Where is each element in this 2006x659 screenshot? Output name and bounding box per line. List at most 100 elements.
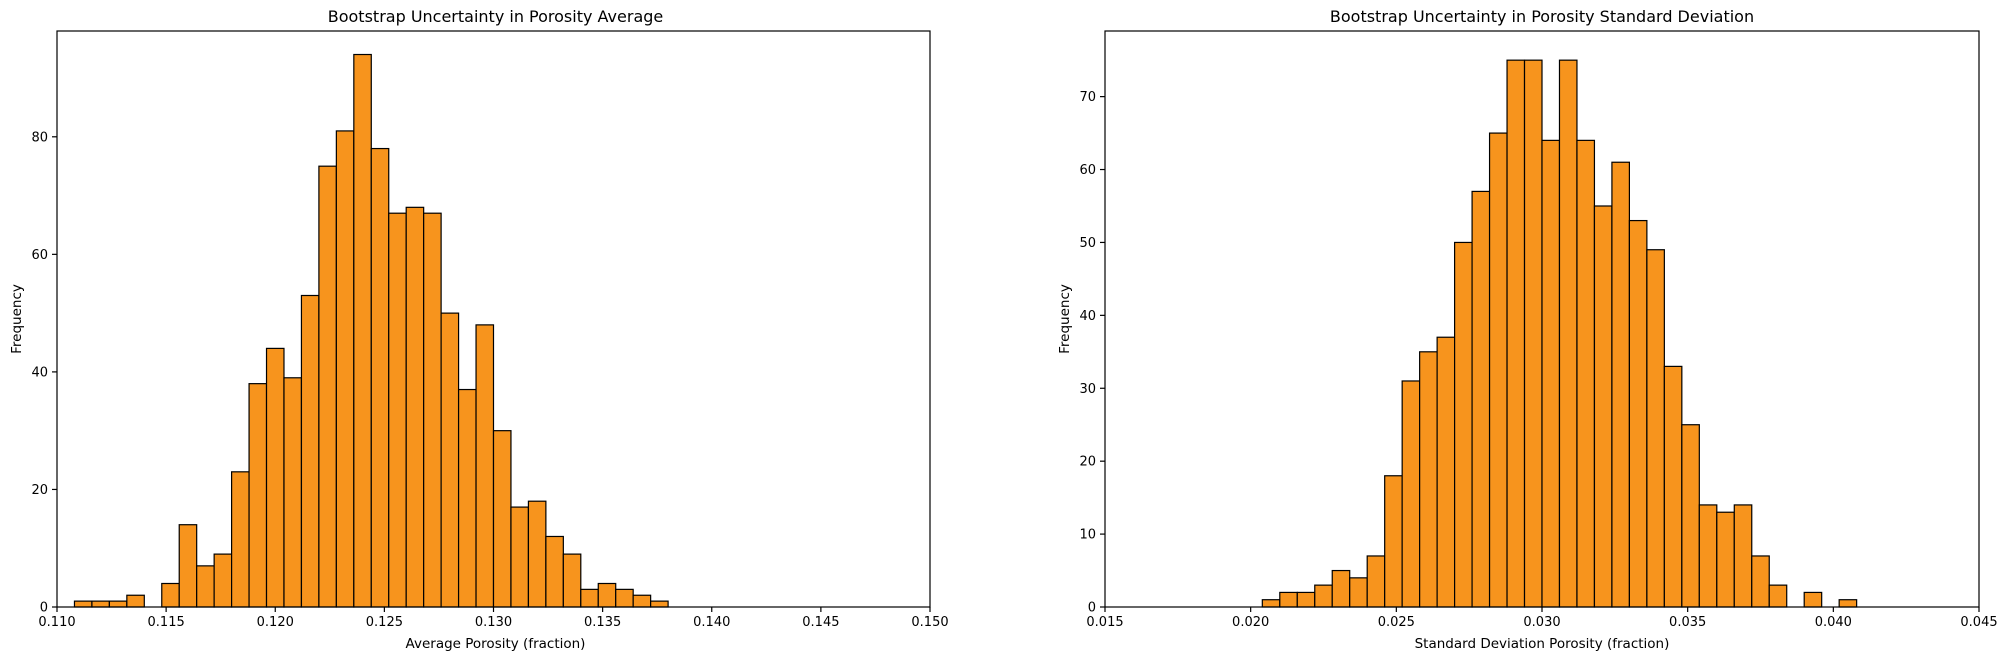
histogram-porosity-std-dev: Bootstrap Uncertainty in Porosity Standa… xyxy=(1057,7,1998,652)
x-tick-label: 0.035 xyxy=(1669,615,1706,630)
histogram-bar xyxy=(231,471,250,608)
histogram-bar xyxy=(650,600,669,608)
histogram-bar xyxy=(527,500,547,608)
histogram-bar xyxy=(91,600,110,608)
y-tick-label: 0 xyxy=(40,601,48,616)
histogram-bar xyxy=(405,206,425,608)
histogram-bar xyxy=(213,553,233,608)
histogram-bar xyxy=(1401,380,1421,608)
x-tick-label: 0.110 xyxy=(38,615,75,630)
y-axis-label: Frequency xyxy=(1057,284,1073,354)
histogram-bar xyxy=(1803,591,1823,608)
y-tick-label: 30 xyxy=(1079,382,1096,397)
x-tick-label: 0.135 xyxy=(584,615,621,630)
histogram-bar xyxy=(1733,504,1753,608)
histogram-bar xyxy=(510,506,530,608)
histogram-bar xyxy=(1349,577,1368,608)
histogram-bar xyxy=(178,524,198,608)
x-tick-label: 0.045 xyxy=(1960,615,1997,630)
histogram-bar xyxy=(597,582,617,608)
histogram-bar xyxy=(1436,336,1456,608)
histogram-bar xyxy=(1838,599,1858,608)
x-tick-label: 0.020 xyxy=(1232,615,1269,630)
y-tick-label: 50 xyxy=(1079,236,1096,251)
histogram-bar xyxy=(492,430,512,608)
histogram-bar xyxy=(1384,475,1403,608)
y-tick-label: 20 xyxy=(31,483,48,498)
histogram-bar xyxy=(1716,511,1735,608)
bars xyxy=(73,53,669,608)
histogram-bar xyxy=(1261,599,1281,608)
histogram-bar xyxy=(1314,584,1333,608)
histogram-bar xyxy=(562,553,582,608)
y-axis-ticks: 0 20 40 60 80 xyxy=(31,130,57,616)
histogram-bar xyxy=(423,212,442,608)
histogram-bar xyxy=(1663,365,1683,608)
histogram-bar xyxy=(1296,591,1316,608)
histogram-bar xyxy=(1523,59,1543,608)
histogram-bar xyxy=(248,383,268,608)
histogram-bar xyxy=(1751,555,1770,608)
plot-frame xyxy=(1104,30,1980,608)
bars xyxy=(1261,59,1858,608)
histogram-bar xyxy=(1366,555,1386,608)
histogram-bar xyxy=(265,347,285,608)
histogram-bar xyxy=(1488,132,1508,608)
histogram-bar xyxy=(440,312,460,608)
histogram-bar xyxy=(1419,351,1438,608)
chart-title: Bootstrap Uncertainty in Porosity Standa… xyxy=(1330,7,1754,26)
histogram-bar xyxy=(126,594,145,608)
histogram-bar xyxy=(1541,139,1561,608)
y-tick-label: 60 xyxy=(1079,163,1096,178)
y-tick-label: 40 xyxy=(31,365,48,380)
histogram-bar xyxy=(632,594,652,608)
histogram-bar xyxy=(1453,241,1473,608)
histogram-bar xyxy=(388,212,407,608)
y-axis-label: Frequency xyxy=(9,284,25,354)
y-axis-ticks: 0 10 20 30 40 50 60 70 xyxy=(1079,90,1105,616)
histogram-bar xyxy=(300,294,320,608)
histogram-bar xyxy=(161,582,180,608)
histogram-bar xyxy=(1471,190,1491,608)
histogram-porosity-average: Bootstrap Uncertainty in Porosity Averag… xyxy=(9,7,949,652)
x-tick-label: 0.145 xyxy=(802,615,839,630)
histogram-bar xyxy=(1506,59,1526,608)
y-tick-label: 70 xyxy=(1079,90,1096,105)
histogram-bar xyxy=(1558,59,1578,608)
histogram-bar xyxy=(457,388,477,608)
x-tick-label: 0.015 xyxy=(1086,615,1123,630)
x-tick-label: 0.120 xyxy=(257,615,294,630)
x-tick-label: 0.150 xyxy=(911,615,948,630)
histogram-bar xyxy=(545,535,564,608)
histogram-bar xyxy=(580,588,599,608)
x-tick-label: 0.130 xyxy=(475,615,512,630)
histogram-bar xyxy=(1628,219,1648,608)
x-axis-ticks: 0.015 0.020 0.025 0.030 0.035 0.040 0.045 xyxy=(1086,607,1998,630)
histogram-bar xyxy=(335,130,355,608)
x-tick-label: 0.125 xyxy=(366,615,403,630)
x-tick-label: 0.025 xyxy=(1378,615,1415,630)
histogram-bar xyxy=(1768,584,1788,608)
x-axis-label: Standard Deviation Porosity (fraction) xyxy=(1415,636,1670,652)
x-tick-label: 0.115 xyxy=(148,615,185,630)
y-tick-label: 10 xyxy=(1079,528,1096,543)
x-axis-label: Average Porosity (fraction) xyxy=(406,636,586,652)
histogram-bar xyxy=(1681,424,1700,608)
histogram-bar xyxy=(1646,249,1665,608)
y-tick-label: 60 xyxy=(31,248,48,263)
y-tick-label: 0 xyxy=(1088,601,1096,616)
histogram-bar xyxy=(1593,205,1613,608)
histogram-bar xyxy=(283,377,303,608)
histogram-bar xyxy=(1576,139,1596,608)
x-tick-label: 0.040 xyxy=(1815,615,1852,630)
y-tick-label: 40 xyxy=(1079,309,1096,324)
histogram-bar xyxy=(1698,504,1718,608)
plot-frame xyxy=(56,30,931,608)
histogram-bar xyxy=(353,53,372,608)
y-tick-label: 80 xyxy=(31,130,48,145)
histogram-bar xyxy=(108,600,128,608)
histogram-bar xyxy=(73,600,93,608)
chart-title: Bootstrap Uncertainty in Porosity Averag… xyxy=(328,7,664,26)
x-tick-label: 0.140 xyxy=(693,615,730,630)
